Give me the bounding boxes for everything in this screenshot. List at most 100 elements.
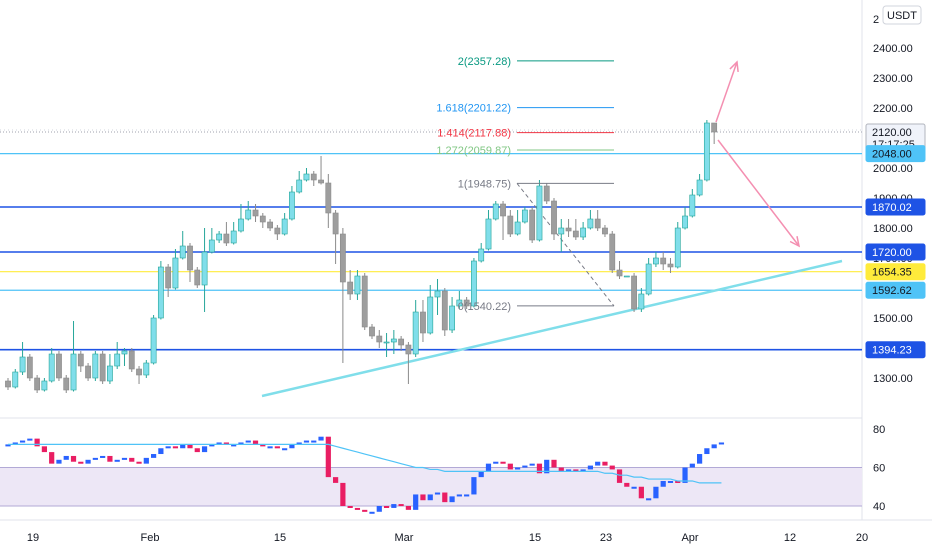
candle bbox=[281, 213, 288, 236]
rsi-bar bbox=[515, 467, 521, 470]
candle-body bbox=[150, 317, 157, 364]
candle bbox=[580, 222, 587, 240]
time-axis[interactable]: 19 Feb 15 Mar 15 23 Apr 12 20 bbox=[0, 519, 932, 544]
candle bbox=[565, 219, 572, 237]
candle bbox=[63, 375, 70, 393]
candle-body bbox=[187, 245, 193, 271]
rsi-bar bbox=[129, 457, 135, 462]
candle bbox=[594, 210, 601, 231]
candle bbox=[463, 297, 470, 309]
candle bbox=[303, 168, 310, 182]
candle bbox=[230, 222, 237, 245]
bullish-arrow-head bbox=[729, 60, 739, 73]
candle-body bbox=[339, 233, 346, 283]
price-tag-label-1: 2048.00 bbox=[872, 149, 912, 161]
y-tick-label-11: 2400.00 bbox=[873, 43, 913, 55]
rsi-bar bbox=[464, 494, 470, 497]
candle-body bbox=[500, 203, 506, 217]
rsi-bar bbox=[34, 438, 40, 447]
price-tag-5 bbox=[865, 281, 926, 299]
bearish-arrow-head bbox=[789, 236, 801, 248]
candle-body bbox=[121, 350, 128, 355]
candle bbox=[310, 171, 317, 186]
rsi-bar bbox=[260, 444, 266, 447]
candle bbox=[12, 369, 19, 389]
rsi-bar bbox=[19, 440, 26, 443]
candle-body bbox=[128, 350, 135, 370]
candle-body bbox=[77, 353, 84, 367]
indicator-tick-label-1: 60 bbox=[873, 463, 885, 475]
rsi-bar bbox=[216, 442, 222, 445]
candle-body bbox=[565, 227, 572, 232]
candle bbox=[19, 342, 26, 375]
candle-body bbox=[682, 215, 688, 229]
candle-body bbox=[689, 194, 696, 217]
candle bbox=[572, 219, 579, 240]
x-tick-label-8: 20 bbox=[856, 532, 868, 544]
candle-body bbox=[521, 209, 528, 223]
rsi-bar bbox=[427, 494, 433, 501]
candle bbox=[514, 210, 521, 236]
rsi-bar bbox=[78, 461, 84, 464]
candle-body bbox=[456, 299, 463, 307]
candle bbox=[492, 201, 499, 221]
candle-body bbox=[157, 266, 164, 319]
fib-level-label-1: 1.618(2201.22) bbox=[436, 103, 511, 115]
x-tick-label-2: 15 bbox=[274, 532, 286, 544]
x-tick-label-1: Feb bbox=[141, 532, 160, 544]
rsi-bar bbox=[223, 442, 229, 445]
candle-body bbox=[19, 356, 26, 373]
bearish-arrow-shaft bbox=[717, 139, 800, 247]
drawings[interactable] bbox=[261, 60, 843, 398]
candle-body bbox=[245, 209, 252, 220]
rsi-bar bbox=[558, 467, 564, 472]
rsi-bar bbox=[391, 504, 397, 508]
rsi-bar bbox=[136, 461, 142, 464]
rsi-bar bbox=[325, 436, 331, 478]
fibonacci-extension[interactable]: 2(2357.28) 1.618(2201.22) 1.414(2117.88) 1.… bbox=[436, 56, 614, 313]
candle-body bbox=[645, 263, 652, 295]
candle bbox=[201, 228, 208, 312]
rsi-bar bbox=[267, 446, 273, 449]
candle bbox=[376, 330, 383, 348]
price-axis[interactable]: 1300.001400.001500.001600.001700.001800.… bbox=[865, 14, 926, 513]
candle bbox=[441, 288, 448, 336]
rsi-bar bbox=[289, 444, 295, 449]
candle bbox=[674, 222, 681, 269]
candle bbox=[587, 210, 594, 230]
candle bbox=[521, 207, 528, 224]
rsi-bar bbox=[194, 448, 200, 453]
rsi-bar bbox=[340, 482, 346, 506]
candle bbox=[471, 258, 477, 308]
rsi-bar bbox=[158, 448, 164, 455]
candle bbox=[551, 198, 557, 240]
candle bbox=[26, 354, 33, 381]
candle-body bbox=[12, 371, 19, 388]
candle bbox=[398, 336, 405, 351]
rsi-bar bbox=[500, 461, 506, 464]
rsi-bar bbox=[41, 446, 47, 453]
candle-body bbox=[172, 257, 179, 289]
currency-box[interactable] bbox=[882, 5, 922, 25]
candle bbox=[361, 273, 368, 330]
candle-body bbox=[216, 233, 223, 241]
rsi-bar bbox=[231, 444, 237, 447]
currency-label[interactable]: USDT bbox=[882, 5, 922, 25]
candle bbox=[390, 330, 397, 354]
candle-body bbox=[587, 218, 594, 229]
candle-body bbox=[711, 122, 718, 133]
candle bbox=[543, 183, 550, 204]
candle bbox=[165, 264, 172, 297]
candle bbox=[267, 219, 273, 231]
candle-body bbox=[507, 215, 514, 235]
candle-body bbox=[223, 233, 230, 244]
candle bbox=[682, 207, 688, 230]
candle-body bbox=[376, 335, 383, 343]
rsi-bar bbox=[456, 494, 462, 497]
candle-body bbox=[609, 233, 616, 271]
rsi-bar bbox=[434, 492, 441, 495]
candle-body bbox=[347, 281, 354, 295]
rsi-bar bbox=[201, 446, 208, 453]
rsi-bar bbox=[587, 465, 593, 470]
